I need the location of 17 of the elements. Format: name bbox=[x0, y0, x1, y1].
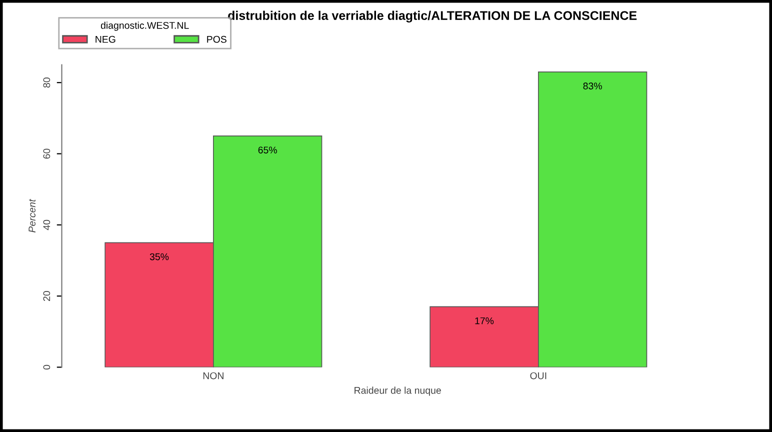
chart-title: distrubition de la verriable diagtic/ALTERATION DE LA CONSCIENCE bbox=[228, 10, 637, 23]
x-axis-title: Raideur de la nuque bbox=[354, 386, 441, 396]
y-tick-label: 20 bbox=[43, 291, 50, 301]
y-tick-label: 80 bbox=[43, 78, 50, 88]
legend-label: POS bbox=[207, 36, 226, 43]
legend-label: NEG bbox=[96, 36, 116, 43]
x-tick-label: NON bbox=[203, 372, 224, 380]
data-label: 65% bbox=[258, 146, 277, 154]
y-tick-label: 60 bbox=[43, 148, 50, 159]
x-tick-label: OUI bbox=[530, 372, 546, 380]
data-label: 35% bbox=[150, 253, 169, 260]
y-tick-label: 0 bbox=[43, 364, 50, 370]
legend-title: diagnostic.WEST.NL bbox=[100, 22, 189, 31]
data-label: 83% bbox=[583, 82, 602, 90]
data-label: 17% bbox=[475, 317, 494, 324]
y-axis-title: Percent bbox=[28, 198, 36, 232]
y-tick-label: 40 bbox=[43, 220, 50, 230]
